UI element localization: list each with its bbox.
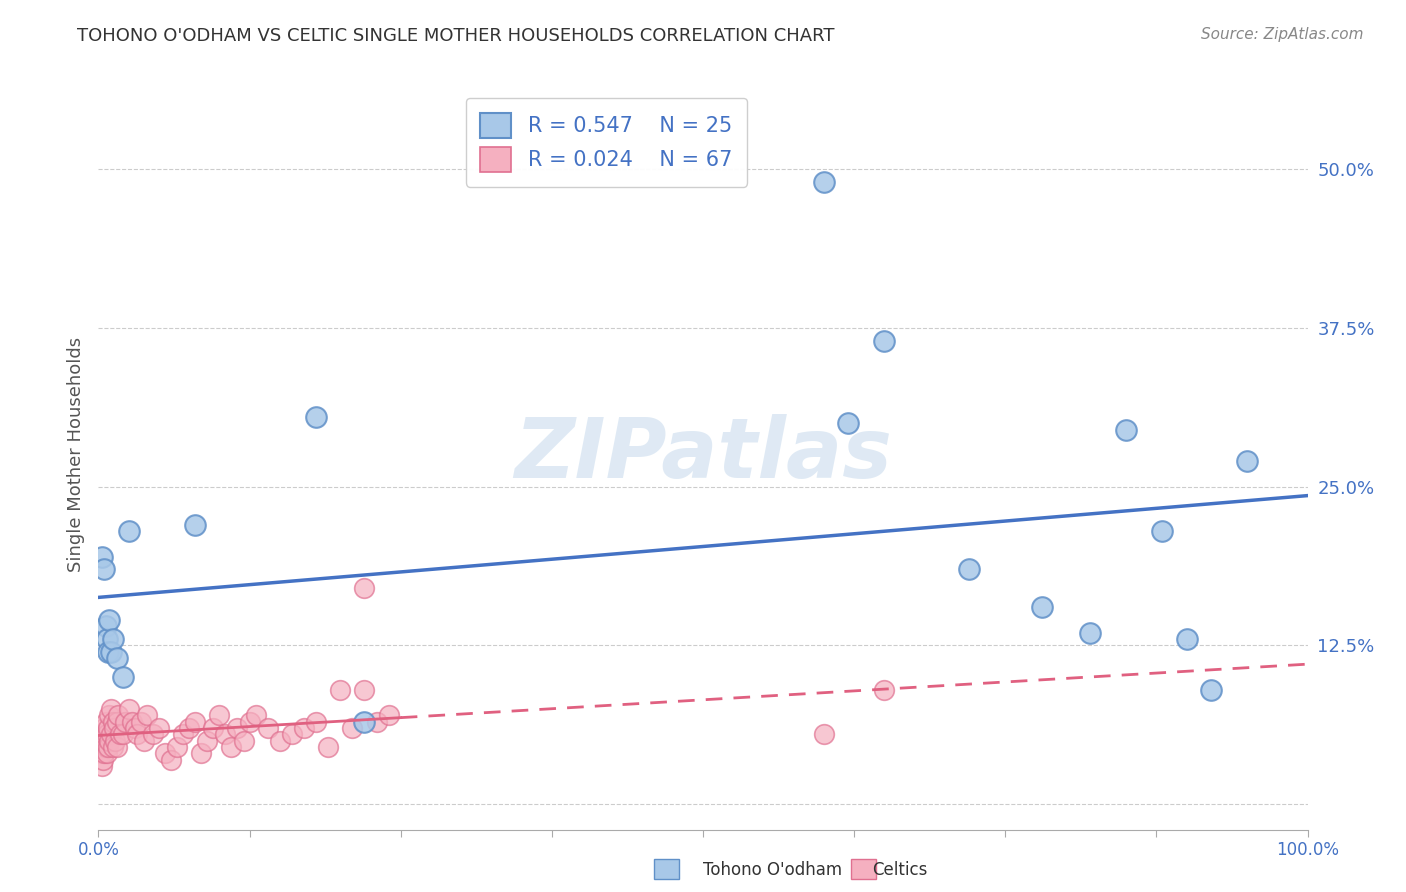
Point (873, 334, 896, 348)
Point (1236, 454, 1258, 468)
Point (103, 721, 125, 735)
Point (93, 747, 115, 761)
Point (98, 733, 121, 747)
Point (226, 721, 249, 735)
Point (184, 517, 207, 532)
Point (190, 747, 212, 761)
Point (98, 613, 121, 627)
Point (105, 739, 128, 754)
Y-axis label: Single Mother Households: Single Mother Households (66, 337, 84, 573)
Point (96, 632, 118, 646)
Point (134, 733, 156, 747)
Point (305, 409, 328, 424)
Point (94, 619, 117, 633)
Point (837, 416, 859, 430)
Point (121, 714, 143, 729)
Point (101, 739, 124, 754)
Point (111, 670, 134, 684)
Point (305, 714, 328, 729)
Point (281, 727, 304, 741)
Point (256, 721, 278, 735)
Point (232, 733, 254, 747)
Point (93, 721, 115, 735)
Point (184, 714, 207, 729)
Text: ZIPatlas: ZIPatlas (515, 415, 891, 495)
Point (91, 549, 114, 564)
Point (97, 645, 120, 659)
Text: TOHONO O'ODHAM VS CELTIC SINGLE MOTHER HOUSEHOLDS CORRELATION CHART: TOHONO O'ODHAM VS CELTIC SINGLE MOTHER H… (77, 27, 835, 45)
Point (104, 733, 127, 747)
Point (105, 651, 128, 665)
Point (91, 733, 114, 747)
Point (90, 727, 112, 741)
Point (813, 727, 835, 741)
Point (148, 721, 170, 735)
Point (353, 581, 375, 595)
Point (195, 733, 218, 747)
Point (957, 562, 980, 576)
Point (94, 714, 117, 729)
Point (353, 714, 375, 729)
Point (179, 721, 201, 735)
Point (366, 714, 388, 729)
Point (124, 721, 146, 735)
Point (292, 721, 315, 735)
Point (105, 714, 128, 729)
Point (129, 714, 152, 729)
Point (1199, 682, 1222, 697)
Point (269, 733, 291, 747)
Point (118, 702, 141, 716)
Point (342, 721, 364, 735)
Point (96, 727, 118, 741)
Point (1031, 600, 1053, 615)
Point (316, 739, 339, 754)
Point (221, 739, 243, 754)
Point (96, 747, 118, 761)
Point (97, 721, 120, 735)
Text: Source: ZipAtlas.com: Source: ZipAtlas.com (1201, 27, 1364, 42)
Point (127, 727, 149, 741)
Point (202, 721, 225, 735)
Point (377, 708, 399, 723)
Point (114, 714, 136, 729)
Point (1078, 625, 1101, 640)
Point (160, 753, 183, 767)
Legend: R = 0.547    N = 25, R = 0.024    N = 67: R = 0.547 N = 25, R = 0.024 N = 67 (465, 98, 747, 186)
Point (97, 739, 120, 754)
Point (353, 682, 375, 697)
Point (107, 708, 129, 723)
Point (100, 727, 122, 741)
Point (1115, 423, 1137, 437)
Point (100, 702, 122, 716)
Point (91, 759, 114, 773)
Point (172, 727, 194, 741)
Point (813, 175, 835, 189)
Text: Tohono O'odham: Tohono O'odham (703, 861, 842, 879)
Point (142, 727, 165, 741)
Point (101, 714, 124, 729)
Point (153, 747, 176, 761)
Point (90, 747, 112, 761)
Point (118, 524, 141, 538)
Point (93, 562, 115, 576)
Point (98, 708, 121, 723)
Point (91, 753, 114, 767)
Point (873, 682, 896, 697)
Point (111, 727, 134, 741)
Text: Celtics: Celtics (872, 861, 927, 879)
Point (208, 708, 231, 723)
Point (166, 739, 188, 754)
Point (100, 645, 122, 659)
Point (329, 682, 352, 697)
Point (94, 739, 117, 754)
Point (108, 727, 131, 741)
Point (214, 727, 236, 741)
Point (239, 714, 262, 729)
Point (1175, 632, 1198, 646)
Point (101, 632, 124, 646)
Point (245, 708, 267, 723)
Point (135, 708, 157, 723)
Point (91, 733, 114, 747)
Point (1152, 524, 1174, 538)
